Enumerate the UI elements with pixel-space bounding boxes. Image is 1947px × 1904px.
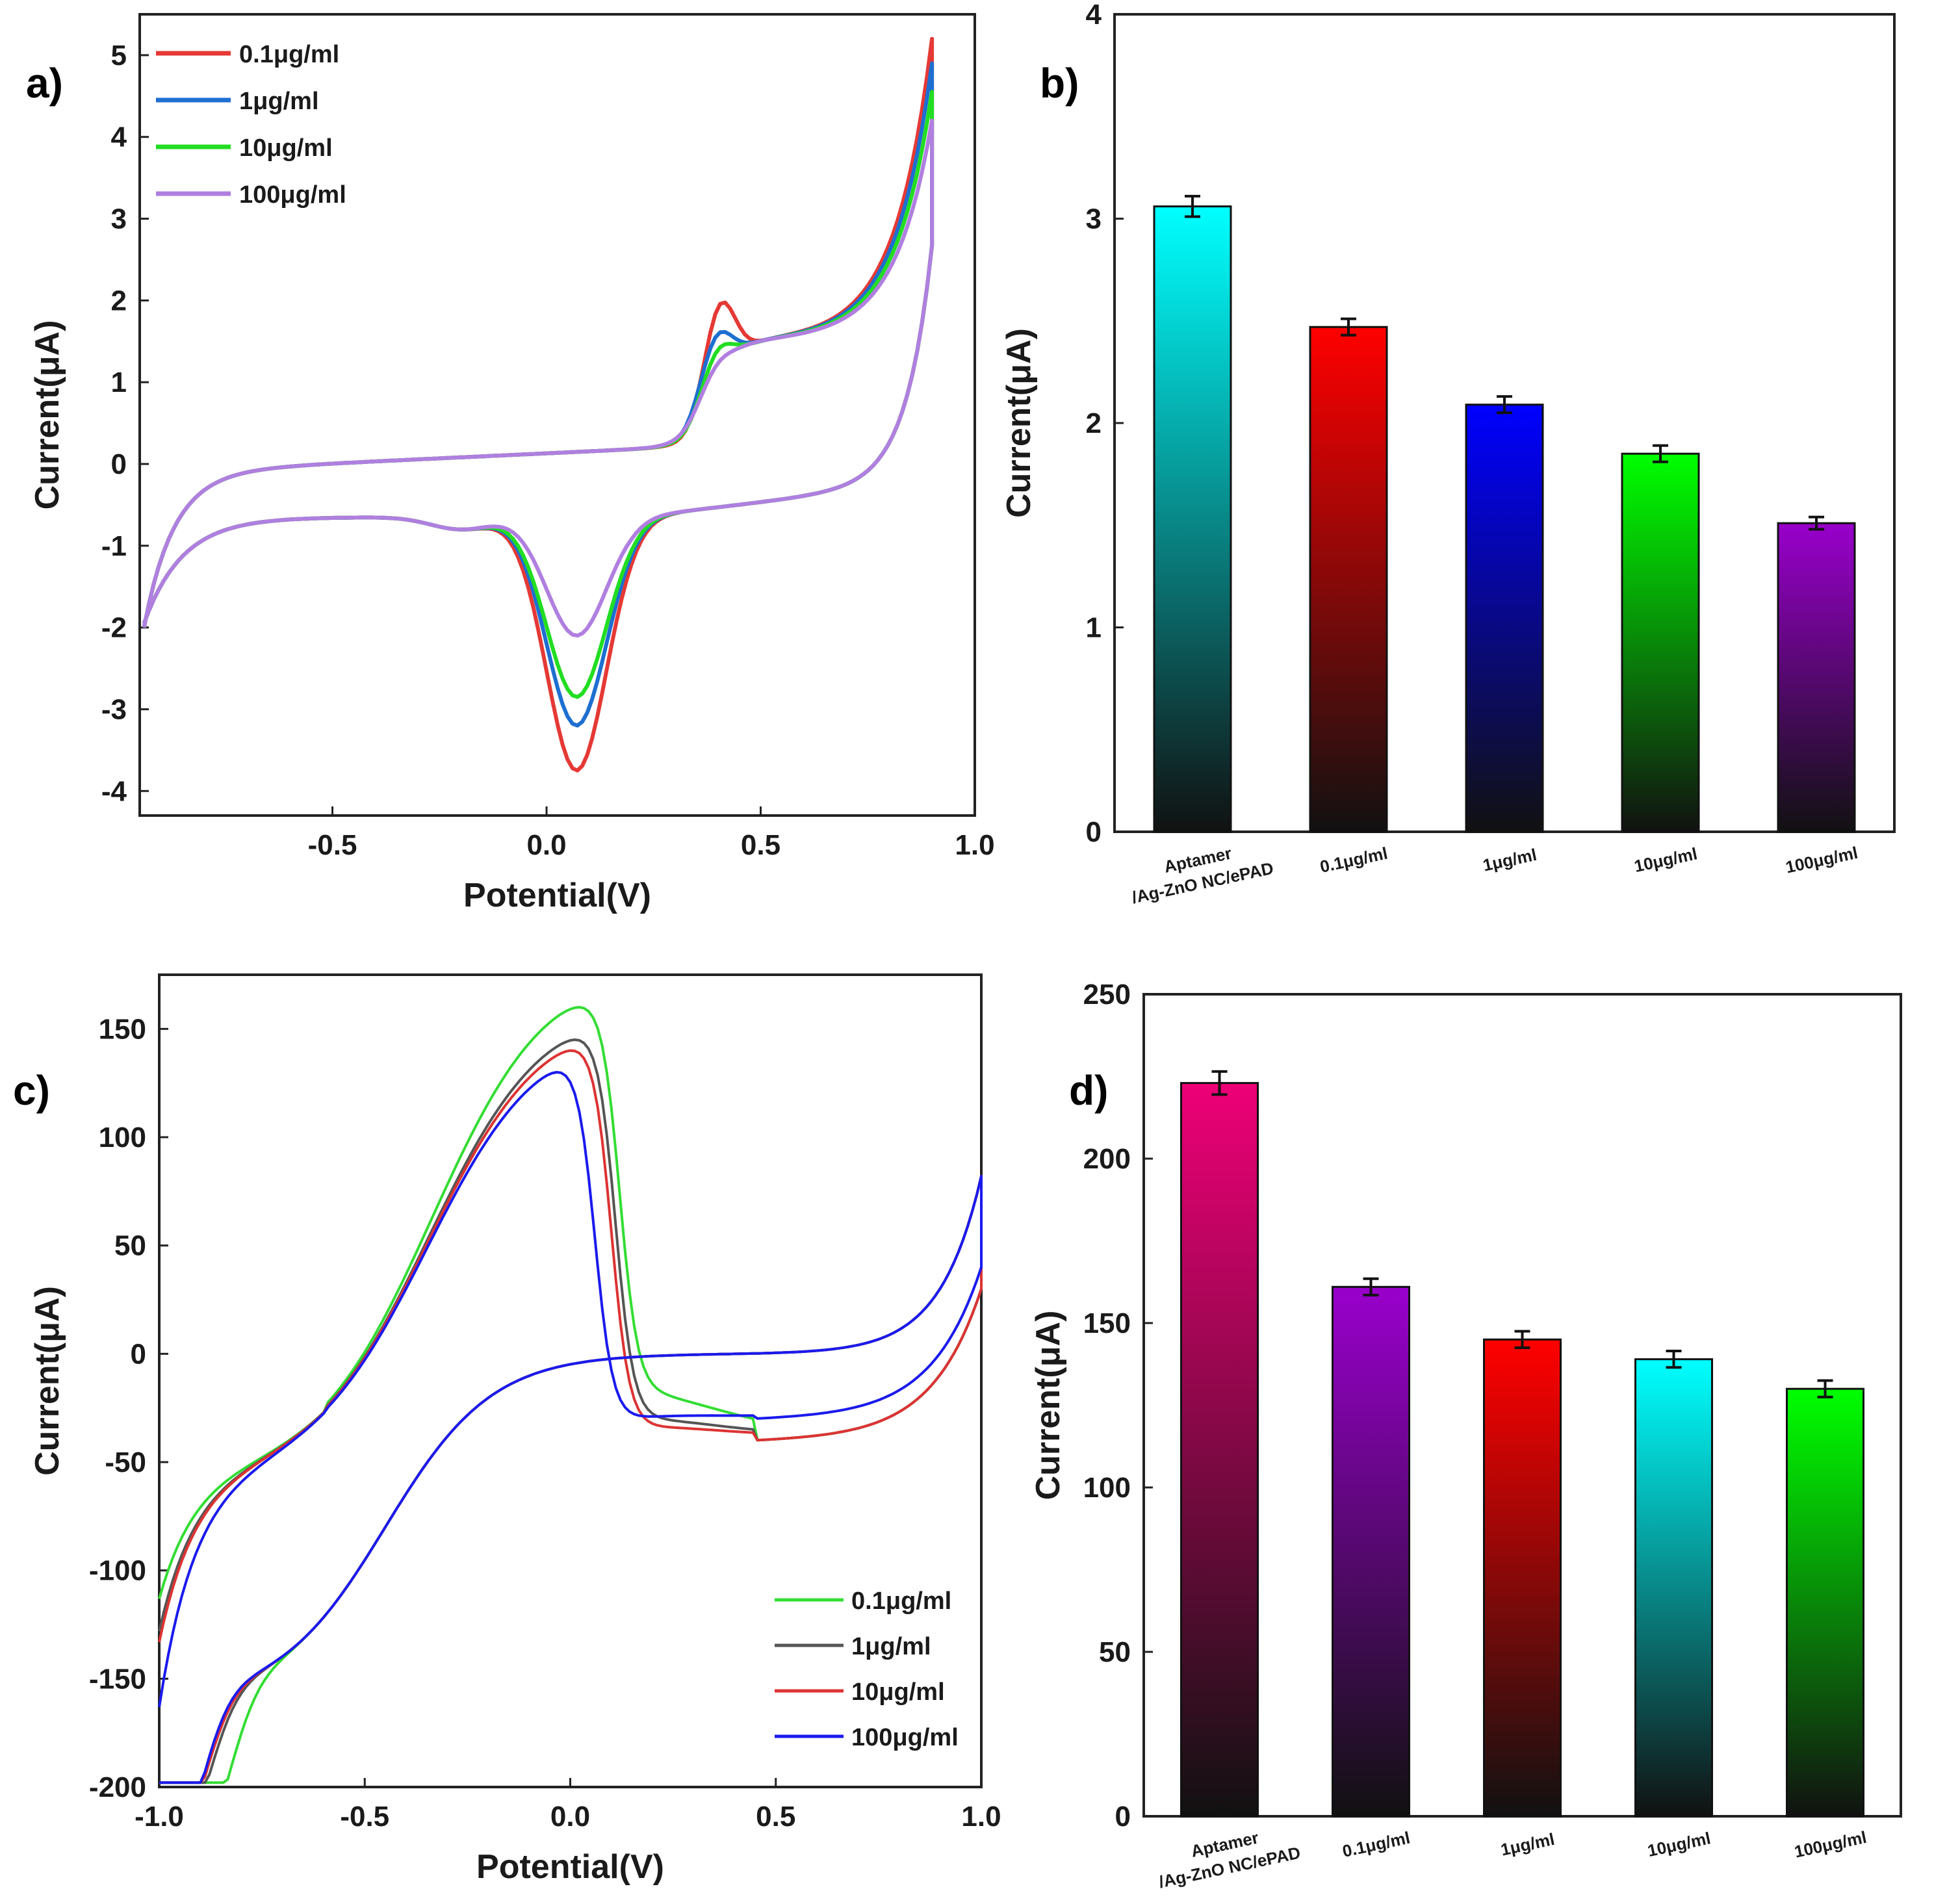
- panel-a-ytick-label: -3: [101, 693, 127, 725]
- panel-d-ytick-label: 0: [1115, 1801, 1131, 1833]
- panel-b-bar-4: [1777, 522, 1856, 833]
- panel-d-bar-chart: 0 50 100 150 200 250 Current(μA) Aptamer/Ag-ZnO…: [1029, 979, 1902, 1892]
- panel-a-xtick-label: 0.0: [526, 829, 566, 861]
- panel-a-legend-label: 1μg/ml: [239, 88, 319, 115]
- panel-d-bar-1: [1332, 1285, 1410, 1818]
- panel-d-y-axis-title: Current(μA): [1029, 1311, 1067, 1500]
- panel-b-ytick-label: 0: [1086, 816, 1102, 848]
- panel-a-y-axis-title: Current(μA): [29, 320, 66, 510]
- panel-c-label: c): [13, 1067, 50, 1114]
- panel-c-series-3-curve: [158, 1071, 983, 1784]
- panel-a-ytick-label: 5: [111, 40, 127, 71]
- panel-c-ytick-label: 100: [99, 1122, 146, 1153]
- panel-d-category-label-3: 10μg/ml: [1645, 1828, 1712, 1860]
- panel-b-ytick-label: 4: [1086, 0, 1102, 31]
- panel-c-xtick-label: 0.0: [550, 1801, 590, 1833]
- panel-b-category-label-4: 100μg/ml: [1784, 843, 1860, 877]
- panel-b-bar-0: [1153, 205, 1232, 833]
- panel-c-xtick-label: -1.0: [135, 1801, 184, 1833]
- panel-c-legend-label: 0.1μg/ml: [851, 1588, 951, 1615]
- panel-a-label: a): [26, 60, 63, 107]
- panel-d-category-label-1: 0.1μg/ml: [1341, 1828, 1412, 1861]
- panel-d-ytick-label: 100: [1083, 1472, 1131, 1504]
- panel-d-ytick-label: 200: [1083, 1143, 1131, 1175]
- panel-a-ytick-label: 4: [111, 122, 127, 153]
- panel-d-category-label-4: 100μg/ml: [1792, 1827, 1868, 1862]
- panel-a-cv-plot: -4 -3 -2 -1 0 1 2 3 4 5 -0.5 0.0 0.5 1.0 Potential(V) C…: [29, 13, 995, 914]
- panel-c-ytick-label: -150: [89, 1663, 146, 1695]
- panel-c-plot-frame: [158, 973, 983, 1788]
- panel-d-bar-4: [1786, 1387, 1864, 1818]
- panel-c-xtick-label: 1.0: [961, 1801, 1001, 1833]
- panel-c-series-0-curve: [158, 1006, 983, 1784]
- panel-c-legend-label: 10μg/ml: [851, 1679, 945, 1706]
- panel-d-category-label-2: 1μg/ml: [1499, 1829, 1556, 1860]
- panel-a-ytick-label: -2: [101, 612, 127, 644]
- panel-d-bar-2: [1483, 1338, 1562, 1818]
- panel-a-ytick-label: 0: [111, 448, 127, 480]
- panel-c-ytick-label: -100: [89, 1555, 146, 1587]
- panel-b-bar-1: [1309, 326, 1388, 833]
- panel-b-ytick-label: 1: [1086, 612, 1102, 644]
- panel-a-ytick-label: 1: [111, 367, 127, 398]
- panel-b-label: b): [1040, 60, 1079, 107]
- panel-c-cv-plot: -200 -150 -100 -50 0 50 100 150 -1.0 -0.5 0.0 0.5 1.…: [29, 973, 1001, 1886]
- panel-b-y-axis-title: Current(μA): [1000, 328, 1038, 518]
- panel-b-ytick-label: 3: [1086, 203, 1102, 235]
- panel-a-xtick-label: 1.0: [955, 829, 994, 861]
- panel-c-ytick-label: 50: [114, 1230, 146, 1262]
- panel-a-legend-label: 0.1μg/ml: [239, 41, 339, 68]
- panel-a-legend-label: 100μg/ml: [239, 181, 346, 209]
- panel-c-series-2-curve: [158, 1049, 983, 1784]
- panel-c-ytick-label: 0: [131, 1338, 146, 1370]
- panel-d-ytick-label: 250: [1083, 979, 1131, 1010]
- panel-c-series-1-curve: [158, 1038, 983, 1784]
- panel-c-y-axis-title: Current(μA): [29, 1286, 66, 1476]
- panel-c-xtick-label: 0.5: [756, 1801, 795, 1833]
- panel-a-plot-frame: [138, 13, 976, 817]
- panel-d-category-label-0: Aptamer/Ag-ZnO NC/ePAD: [1152, 1820, 1302, 1892]
- panel-c-ytick-label: -200: [89, 1771, 146, 1803]
- panel-b-category-label-2: 1μg/ml: [1481, 845, 1538, 875]
- panel-c-x-axis-title: Potential(V): [476, 1848, 664, 1886]
- panel-c-legend-label: 100μg/ml: [851, 1724, 959, 1751]
- panel-d-ytick-label: 50: [1099, 1636, 1131, 1668]
- panel-a-xtick-label: 0.5: [741, 829, 780, 861]
- panel-d-label: d): [1069, 1067, 1108, 1114]
- panel-a-series-3-curve: [142, 118, 935, 638]
- panel-c-ytick-label: 150: [99, 1013, 146, 1045]
- panel-b-bar-2: [1465, 404, 1544, 833]
- panel-b-category-label-1: 0.1μg/ml: [1318, 843, 1389, 877]
- panel-b-bar-chart: 0 1 2 3 4 Current(μA) Aptamer/Ag-ZnO NC/ePAD 0.…: [1000, 0, 1896, 907]
- panel-b-category-label-3: 10μg/ml: [1632, 843, 1699, 876]
- panel-a-legend-label: 10μg/ml: [239, 135, 333, 162]
- panel-a-ytick-label: 2: [111, 285, 127, 316]
- panel-c-ytick-label: -50: [105, 1447, 146, 1478]
- panel-d-bar-0: [1180, 1082, 1259, 1818]
- panel-a-xtick-label: -0.5: [308, 829, 357, 861]
- panel-b-category-label-0: Aptamer/Ag-ZnO NC/ePAD: [1125, 835, 1275, 907]
- panel-b-ytick-label: 2: [1086, 407, 1102, 439]
- panel-b-bar-3: [1621, 452, 1700, 833]
- panel-a-ytick-label: -4: [101, 775, 127, 807]
- panel-d-bar-3: [1634, 1358, 1713, 1818]
- panel-c-legend-label: 1μg/ml: [851, 1633, 931, 1660]
- panel-a-x-axis-title: Potential(V): [463, 877, 651, 914]
- panel-c-xtick-label: -0.5: [340, 1801, 389, 1833]
- panel-a-ytick-label: 3: [111, 203, 127, 235]
- panel-a-ytick-label: -1: [101, 530, 127, 562]
- panel-d-ytick-label: 150: [1083, 1307, 1131, 1339]
